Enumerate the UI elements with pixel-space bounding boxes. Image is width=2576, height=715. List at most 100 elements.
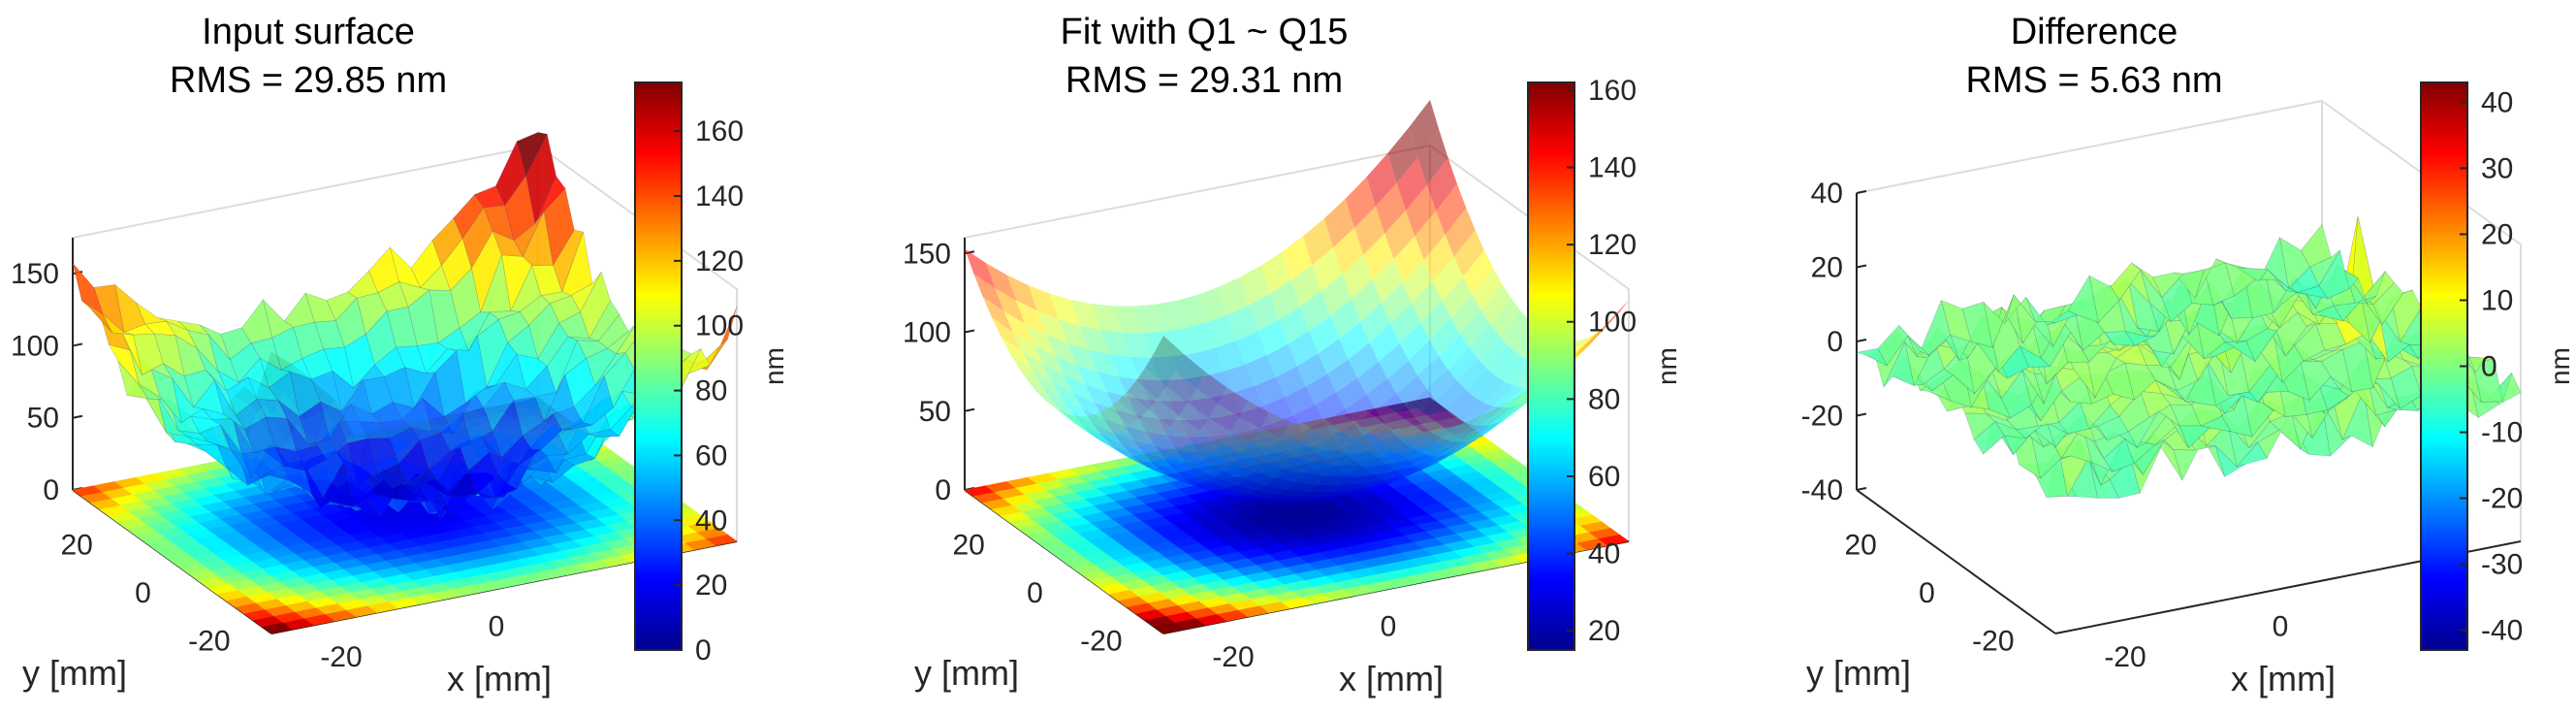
surface-cell: [1239, 265, 1270, 306]
surface-cell: [1133, 304, 1164, 334]
z-tick-label: 150: [903, 238, 951, 270]
surface-cell: [1296, 353, 1327, 387]
surface-cell: [404, 367, 436, 409]
surface-cell: [1022, 351, 1053, 382]
surface-cell: [1142, 331, 1173, 358]
colorbar-tick-label: 80: [695, 375, 727, 407]
colorbar-tick-label: 30: [2481, 152, 2513, 184]
surface-cell: [1169, 476, 1200, 488]
y-tick-label: 20: [952, 530, 984, 562]
surface-cell: [525, 455, 557, 473]
surface-cell: [1109, 354, 1140, 380]
surface-cell: [1100, 434, 1131, 454]
z-tick-label: 150: [11, 258, 59, 290]
surface-cell: [1318, 474, 1349, 488]
surface-cell: [1345, 177, 1376, 228]
y-tick-label: 0: [1919, 577, 1935, 609]
surface-cell: [2173, 269, 2205, 300]
surface-cell: [1218, 449, 1249, 465]
surface-cell: [1478, 417, 1509, 439]
surface-cell: [1973, 421, 2005, 455]
surface-cell: [1272, 499, 1303, 502]
surface-cell: [1248, 293, 1280, 332]
surface-cell: [1221, 492, 1252, 499]
surface-cell: [1226, 462, 1258, 476]
colorbar-tick-label: 10: [2481, 284, 2513, 316]
surface-cell: [1432, 416, 1463, 439]
surface-cell: [1369, 461, 1400, 476]
surface-cell: [594, 352, 626, 386]
surface-cell: [995, 287, 1026, 324]
surface-cell: [1320, 274, 1352, 316]
surface-cell: [1305, 487, 1336, 497]
surface-cell: [1049, 397, 1080, 422]
surface-cell: [1139, 462, 1170, 477]
surface-cell: [1399, 322, 1430, 361]
surface-cell: [1363, 421, 1394, 446]
surface-cell: [1303, 218, 1334, 265]
surface-cell: [1483, 381, 1514, 406]
surface-cell: [1323, 493, 1354, 499]
surface-cell: [368, 246, 399, 294]
surface-cell: [2131, 262, 2163, 298]
surface-cell: [1417, 355, 1448, 389]
surface-cell: [1571, 329, 1603, 360]
surface-cell: [1025, 323, 1056, 356]
surface-cell: [1353, 484, 1384, 494]
surface-cell: [1236, 331, 1267, 365]
surface-cell: [1306, 374, 1337, 406]
surface-cell: [1423, 408, 1454, 434]
surface-cell: [1282, 236, 1313, 280]
surface-cell: [1245, 483, 1276, 492]
surface-cell: [1393, 236, 1424, 282]
surface-plot: [72, 132, 738, 634]
surface-cell: [199, 324, 231, 360]
colorbar-tick-label: -40: [2481, 615, 2523, 647]
surface-plot: [964, 99, 1630, 634]
surface-cell: [1082, 408, 1113, 433]
colorbar-tick-label: 20: [695, 569, 727, 601]
surface-cell: [313, 320, 345, 350]
surface-cell: [1333, 227, 1364, 275]
z-tick-label: 0: [935, 474, 951, 506]
surface-cell: [1199, 416, 1231, 437]
surface-cell: [1390, 304, 1421, 343]
surface-cell: [1209, 434, 1240, 452]
surface-cell: [1384, 210, 1415, 259]
surface-cell: [1049, 293, 1080, 326]
surface-cell: [1175, 449, 1207, 465]
surface-cell: [1383, 406, 1415, 434]
y-tick-labels: 20 0 -20: [1844, 530, 2014, 658]
surface-cell: [588, 429, 620, 438]
surface-cell: [72, 263, 104, 315]
surface-cell: [1453, 397, 1484, 422]
surface-cell: [1412, 280, 1443, 323]
surface-cell: [1342, 436, 1373, 458]
surface-cell: [1133, 439, 1164, 459]
surface-cell: [1450, 424, 1481, 442]
surface-cell: [1149, 400, 1180, 420]
surface-cell: [2178, 425, 2210, 449]
surface-cell: [1103, 418, 1134, 440]
surface-cell: [965, 248, 996, 288]
surface-cell: [1185, 462, 1216, 475]
colorbar-tick-label: 0: [695, 634, 712, 666]
surface-cell: [1288, 473, 1319, 488]
surface-cell: [1028, 380, 1059, 408]
surface-cell: [1263, 495, 1294, 501]
panel-difference: Difference RMS = 5.63 nm -40 -20 0 20 40…: [1801, 12, 2575, 699]
surface-cell: [1182, 375, 1213, 401]
surface-cell: [1318, 339, 1349, 374]
surface-cell: [1015, 300, 1047, 335]
surface-cell: [1353, 408, 1384, 437]
surface-cell: [1378, 465, 1409, 479]
surface-cell: [1070, 299, 1101, 331]
surface-cell: [1406, 184, 1437, 237]
surface-cell: [1161, 470, 1192, 484]
colorbar-tick-label: 140: [695, 180, 744, 212]
surface-cell: [186, 329, 218, 372]
surface-cell: [265, 416, 297, 452]
surface-cell: [1006, 275, 1037, 311]
surface-cell: [1224, 364, 1256, 393]
surface-cell: [1475, 376, 1506, 404]
